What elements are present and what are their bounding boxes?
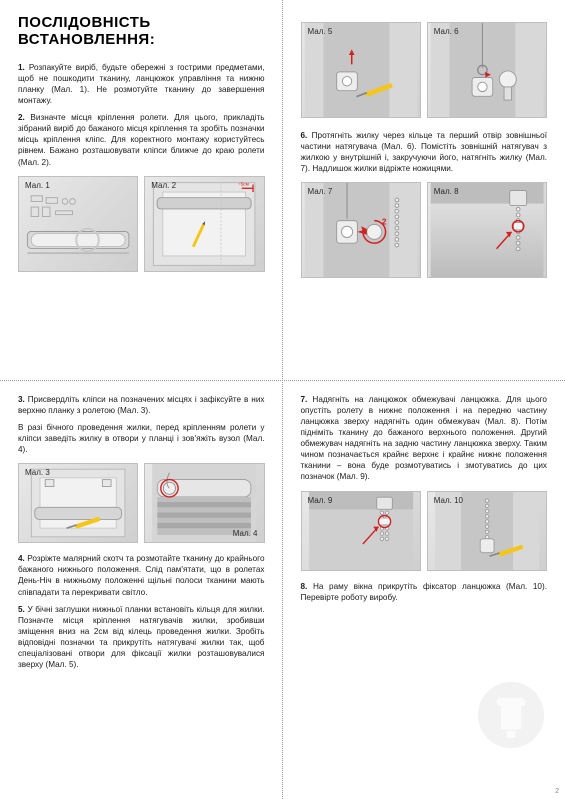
- watermark-icon: [475, 679, 547, 751]
- quadrant-top-right: Мал. 5 Мал. 6: [283, 0, 565, 380]
- step-8: 8. На раму вікна прикрутіть фіксатор лан…: [301, 581, 548, 603]
- step-5-text: У бічні заглушки нижньої планки встанові…: [18, 605, 265, 669]
- figure-6-label: Мал. 6: [432, 26, 461, 37]
- figure-4-label: Мал. 4: [231, 528, 260, 539]
- figure-8-illustration: [428, 183, 546, 277]
- step-2: 2. Визначте місця кріплення ролети. Для …: [18, 112, 265, 167]
- figure-2: Мал. 2 ~5см: [144, 176, 264, 272]
- step-3b: В разі бічного проведення жилки, перед к…: [18, 422, 265, 455]
- figure-5-label: Мал. 5: [306, 26, 335, 37]
- figure-row-5-6: Мал. 5 Мал. 6: [301, 22, 548, 118]
- figure-3: Мал. 3: [18, 463, 138, 543]
- quadrant-bottom-left: 3. Присвердліть кліпси на позначених міс…: [0, 380, 283, 799]
- step-6-text: Протягніть жилку через кільце та перший …: [301, 131, 548, 173]
- figure-2-label: Мал. 2: [149, 180, 178, 191]
- figure-row-1-2: Мал. 1 Мал. 2: [18, 176, 265, 272]
- step-6: 6. Протягніть жилку через кільце та перш…: [301, 130, 548, 174]
- figure-9-label: Мал. 9: [306, 495, 335, 506]
- step-3: 3. Присвердліть кліпси на позначених міс…: [18, 394, 265, 416]
- figure-9: Мал. 9: [301, 491, 421, 571]
- step-4-text: Розріжте малярний скотч та розмотайте тк…: [18, 554, 265, 596]
- step-8-text: На раму вікна прикрутіть фіксатор ланцюж…: [301, 582, 548, 602]
- step-1: 1. Розпакуйте виріб, будьте обережні з г…: [18, 62, 265, 106]
- step-5: 5. У бічні заглушки нижньої планки встан…: [18, 604, 265, 670]
- figure-6: Мал. 6: [427, 22, 547, 118]
- step-3b-text: В разі бічного проведення жилки, перед к…: [18, 423, 265, 454]
- figure-row-3-4: Мал. 3 Мал. 4: [18, 463, 265, 543]
- figure-row-9-10: Мал. 9 Мал. 10: [301, 491, 548, 571]
- figure-10-label: Мал. 10: [432, 495, 465, 506]
- figure-8: Мал. 8: [427, 182, 547, 278]
- figure-4: Мал. 4: [144, 463, 264, 543]
- figure-1-label: Мал. 1: [23, 180, 52, 191]
- step-1-text: Розпакуйте виріб, будьте обережні з гост…: [18, 63, 265, 105]
- step-7: 7. Надягніть на ланцюжок обмежувачі ланц…: [301, 394, 548, 483]
- page-number: 2: [555, 788, 559, 795]
- figure-2-illustration: ~5см: [145, 177, 263, 271]
- figure-8-label: Мал. 8: [432, 186, 461, 197]
- page: ПОСЛІДОВНІСТЬ ВСТАНОВЛЕННЯ: 1. Розпакуйт…: [0, 0, 565, 799]
- figure-row-7-8: Мал. 7 2: [301, 182, 548, 278]
- figure-3-label: Мал. 3: [23, 467, 52, 478]
- figure-5-illustration: [302, 23, 420, 117]
- step-7-text: Надягніть на ланцюжок обмежувачі ланцюжк…: [301, 395, 548, 481]
- figure-7: Мал. 7 2: [301, 182, 421, 278]
- svg-text:~5см: ~5см: [238, 181, 249, 186]
- step-4: 4. Розріжте малярний скотч та розмотайте…: [18, 553, 265, 597]
- figure-7-illustration: 2: [302, 183, 420, 277]
- figure-1: Мал. 1: [18, 176, 138, 272]
- quadrant-bottom-right: 7. Надягніть на ланцюжок обмежувачі ланц…: [283, 380, 565, 799]
- figure-6-illustration: [428, 23, 546, 117]
- vertical-divider: [282, 0, 283, 799]
- svg-text:2: 2: [381, 217, 386, 227]
- figure-10: Мал. 10: [427, 491, 547, 571]
- quadrant-top-left: ПОСЛІДОВНІСТЬ ВСТАНОВЛЕННЯ: 1. Розпакуйт…: [0, 0, 283, 380]
- page-title: ПОСЛІДОВНІСТЬ ВСТАНОВЛЕННЯ:: [18, 14, 265, 48]
- step-2-text: Визначте місця кріплення ролети. Для цьо…: [18, 113, 265, 166]
- figure-7-label: Мал. 7: [306, 186, 335, 197]
- figure-5: Мал. 5: [301, 22, 421, 118]
- step-3a-text: Присвердліть кліпси на позначених місцях…: [18, 395, 265, 415]
- figure-1-illustration: [19, 177, 137, 271]
